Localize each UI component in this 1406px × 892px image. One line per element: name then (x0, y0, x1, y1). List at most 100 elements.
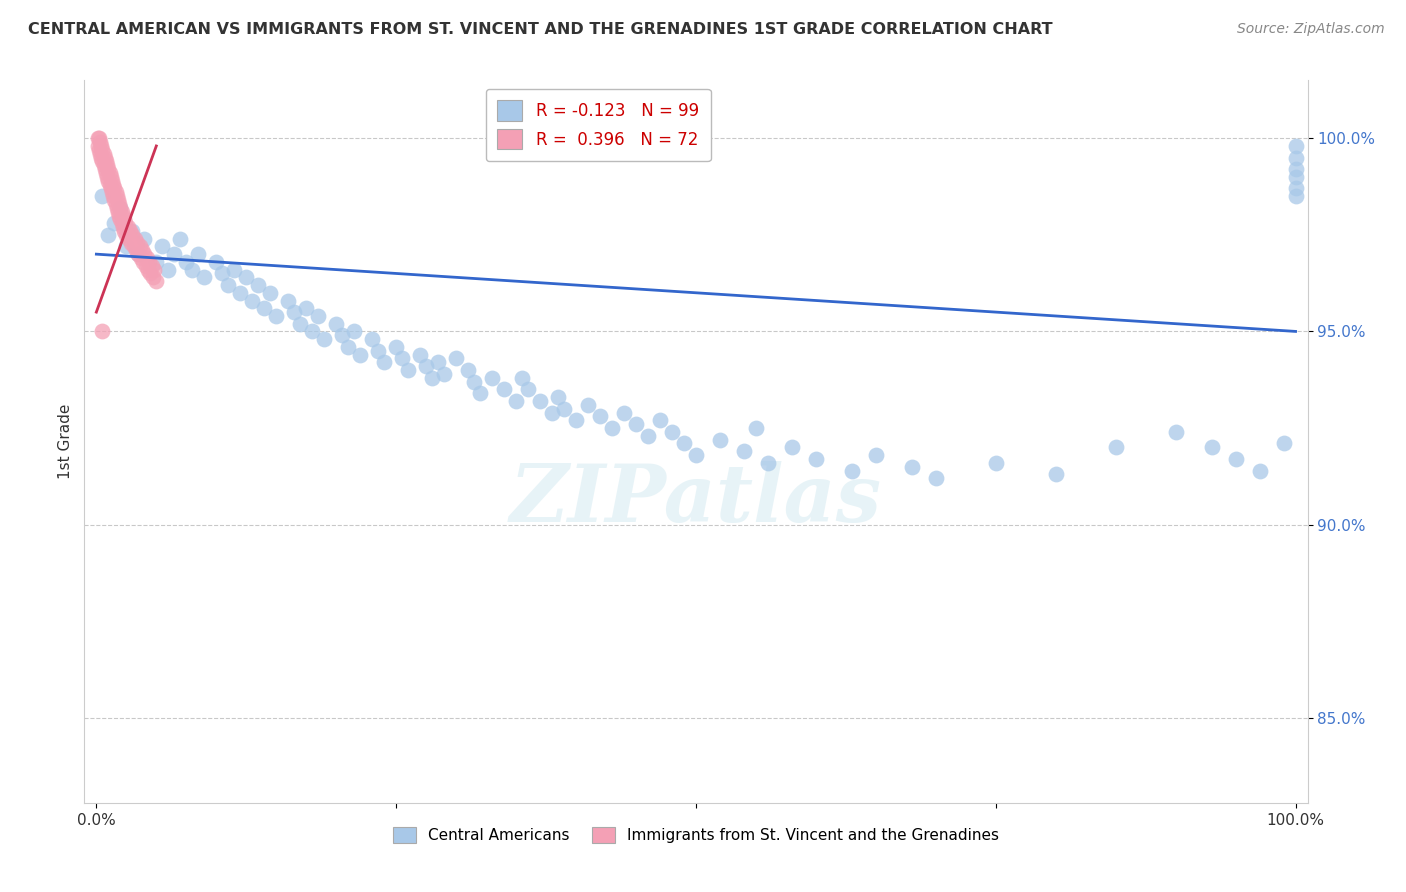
Point (481, 371, 503, 385)
Point (86, 131, 108, 145)
Point (217, 278, 239, 293)
Point (115, 239, 138, 253)
Point (110, 201, 132, 215)
Point (433, 367, 456, 381)
Point (235, 270, 257, 285)
Point (343, 325, 366, 339)
Point (187, 247, 209, 261)
Point (112, 224, 135, 238)
Point (100, 181, 122, 195)
Point (94, 154, 117, 169)
Point (253, 301, 276, 316)
Point (107, 204, 129, 219)
Point (125, 244, 148, 258)
Point (128, 239, 150, 253)
Point (87, 143, 110, 157)
Point (108, 209, 131, 223)
Point (1045, 467, 1067, 482)
Point (169, 232, 191, 246)
Point (205, 255, 228, 269)
Point (135, 259, 157, 273)
Point (104, 197, 127, 211)
Point (1272, 436, 1295, 450)
Point (101, 186, 124, 200)
Point (145, 274, 167, 288)
Text: CENTRAL AMERICAN VS IMMIGRANTS FROM ST. VINCENT AND THE GRENADINES 1ST GRADE COR: CENTRAL AMERICAN VS IMMIGRANTS FROM ST. … (28, 22, 1053, 37)
Point (1284, 181, 1306, 195)
Point (118, 224, 141, 238)
Point (901, 459, 924, 474)
Point (87, 131, 110, 145)
Point (463, 375, 485, 389)
Point (117, 220, 139, 235)
Point (624, 417, 647, 432)
Point (865, 448, 887, 462)
Point (118, 232, 141, 246)
Text: Source: ZipAtlas.com: Source: ZipAtlas.com (1237, 22, 1385, 37)
Point (391, 351, 413, 366)
Point (121, 224, 143, 238)
Text: ZIPatlas: ZIPatlas (510, 460, 882, 538)
Point (295, 301, 318, 316)
Point (89, 146, 111, 161)
Point (283, 305, 305, 319)
Point (110, 204, 132, 219)
Point (107, 193, 129, 207)
Point (505, 394, 527, 409)
Point (105, 189, 128, 203)
Point (1284, 151, 1306, 165)
Point (247, 278, 270, 293)
Point (290, 317, 312, 331)
Point (637, 429, 659, 443)
Point (93, 158, 115, 172)
Point (122, 239, 145, 253)
Point (193, 270, 215, 285)
Point (93, 162, 117, 177)
Point (114, 216, 136, 230)
Point (110, 212, 132, 227)
Point (224, 262, 246, 277)
Point (134, 232, 156, 246)
Point (110, 216, 132, 230)
Point (733, 444, 755, 458)
Point (104, 186, 127, 200)
Point (93, 146, 115, 161)
Point (494, 383, 516, 397)
Point (90, 151, 112, 165)
Point (1105, 440, 1128, 454)
Point (134, 247, 156, 261)
Point (517, 383, 540, 397)
Point (124, 232, 146, 246)
Point (672, 436, 695, 450)
Point (145, 255, 167, 269)
Point (157, 262, 180, 277)
Point (373, 355, 395, 369)
Point (1249, 463, 1271, 477)
Point (925, 471, 948, 485)
Point (101, 174, 124, 188)
Point (121, 227, 143, 242)
Point (841, 463, 863, 477)
Point (127, 235, 149, 250)
Point (349, 348, 371, 362)
Point (529, 394, 551, 409)
Point (98, 178, 121, 192)
Point (709, 433, 731, 447)
Point (211, 267, 233, 281)
Point (91, 154, 114, 169)
Point (97, 162, 120, 177)
Point (90, 139, 112, 153)
Point (565, 413, 588, 427)
Point (745, 421, 768, 435)
Point (314, 332, 336, 346)
Point (181, 262, 204, 277)
Point (576, 398, 599, 412)
Point (367, 343, 389, 358)
Point (129, 251, 152, 265)
Point (229, 285, 252, 300)
Point (1284, 139, 1306, 153)
Point (385, 340, 408, 354)
Point (131, 244, 153, 258)
Point (984, 456, 1007, 470)
Point (264, 309, 287, 323)
